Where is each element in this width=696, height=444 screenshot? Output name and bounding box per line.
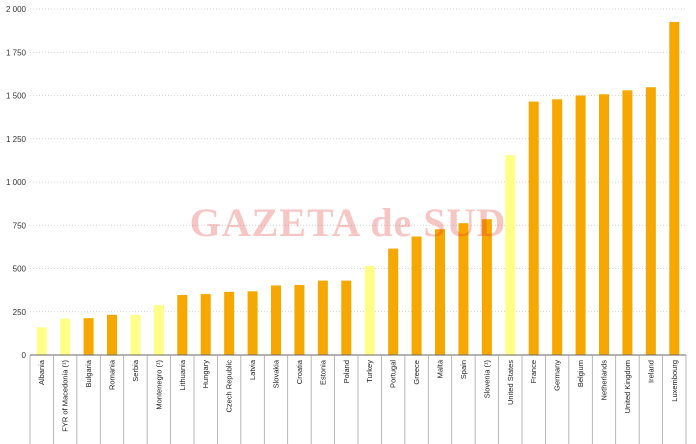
bar xyxy=(645,87,656,356)
x-tick-label: Bulgaria xyxy=(84,359,93,387)
bar xyxy=(200,294,211,355)
bar xyxy=(247,291,258,355)
bar xyxy=(552,99,563,355)
x-tick-label: Netherlands xyxy=(600,360,609,401)
x-tick-label: Slovakia xyxy=(272,359,281,388)
x-tick-label: Lithuania xyxy=(178,359,187,390)
x-tick-label: Montenegro (¹) xyxy=(154,360,163,410)
x-tick-label: France xyxy=(529,360,538,383)
bar xyxy=(599,94,609,355)
x-tick-label: Portugal xyxy=(389,360,398,388)
y-axis-ticks: 0 250 500 750 1 000 1 250 1 500 1 750 2 000 xyxy=(6,5,27,360)
x-tick-label: Ireland xyxy=(646,360,655,383)
bar xyxy=(341,280,352,355)
x-tick-label: Luxembourg xyxy=(670,360,679,402)
bar xyxy=(622,90,633,355)
bar xyxy=(411,236,422,355)
x-tick-label: Albania xyxy=(37,359,46,385)
x-tick-label: United Kingdom xyxy=(623,360,632,413)
bar xyxy=(388,248,399,355)
bar xyxy=(107,314,117,355)
bar xyxy=(83,318,94,355)
x-tick-label: Latvia xyxy=(248,359,257,380)
x-tick-label: FYR of Macedonia (¹) xyxy=(61,360,70,432)
x-tick-label: Hungary xyxy=(201,360,210,389)
x-tick-label: Estonia xyxy=(318,359,327,385)
x-tick-label: Slovenia (¹) xyxy=(482,360,491,399)
y-tick-label: 1 750 xyxy=(6,48,27,57)
x-tick-label: United States xyxy=(506,360,515,405)
bar xyxy=(505,155,516,355)
bar xyxy=(669,21,680,355)
x-tick-label: Germany xyxy=(553,360,562,391)
gridlines xyxy=(30,8,686,313)
y-tick-label: 250 xyxy=(13,308,27,317)
y-tick-label: 750 xyxy=(13,221,27,230)
bar xyxy=(458,223,469,355)
x-tick-label: Belgium xyxy=(576,360,585,387)
bar xyxy=(60,318,71,355)
x-tick-label: Croatia xyxy=(295,359,304,384)
bar xyxy=(364,265,375,355)
x-tick-label: Poland xyxy=(342,360,351,383)
bar xyxy=(177,294,188,355)
bar xyxy=(575,95,586,355)
x-tick-label: Romania xyxy=(108,359,117,390)
y-tick-label: 1 250 xyxy=(6,135,27,144)
y-tick-label: 1 500 xyxy=(6,92,27,101)
bar xyxy=(528,101,539,356)
x-tick-label: Turkey xyxy=(365,360,374,383)
bar xyxy=(153,305,164,355)
y-tick-label: 1 000 xyxy=(6,178,27,187)
bar xyxy=(317,280,328,355)
x-tick-label: Spain xyxy=(459,360,468,379)
x-tick-label: Malta xyxy=(436,359,445,378)
bar xyxy=(224,291,235,355)
x-tick-label: Czech Republic xyxy=(225,360,234,413)
x-tick-label: Serbia xyxy=(131,359,140,382)
x-axis-categories: Albania FYR of Macedonia (¹) Bulgaria Roman… xyxy=(29,355,687,444)
bar xyxy=(435,229,445,355)
bar xyxy=(271,285,281,355)
y-tick-label: 0 xyxy=(22,351,27,360)
bar xyxy=(294,284,305,355)
bar xyxy=(130,314,141,355)
x-tick-label: Greece xyxy=(412,360,421,385)
y-tick-label: 2 000 xyxy=(6,5,27,14)
bar xyxy=(36,327,47,355)
y-tick-label: 500 xyxy=(13,265,27,274)
bars xyxy=(36,21,680,356)
bar xyxy=(481,219,492,355)
watermark-text: GAZETA de SUD xyxy=(190,200,507,245)
